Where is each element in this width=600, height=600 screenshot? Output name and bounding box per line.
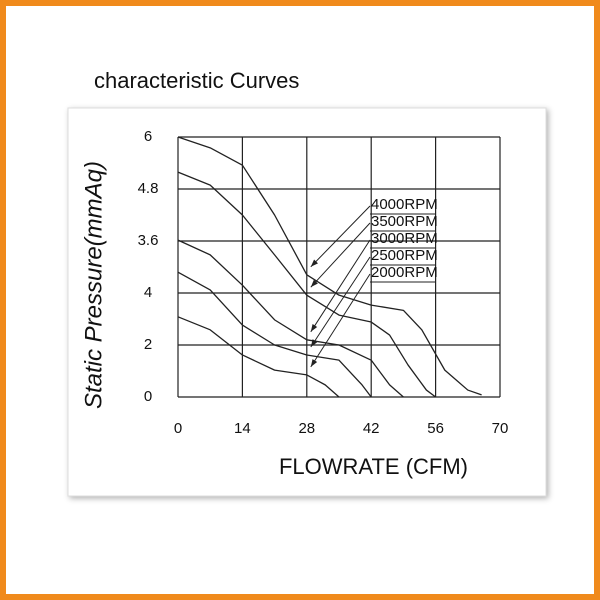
arrow: [310, 256, 371, 348]
arrow-head: [310, 359, 318, 367]
x-tick-label: 70: [492, 420, 509, 437]
x-tick-label: 14: [234, 420, 251, 437]
curve: [177, 136, 482, 396]
arrow-head: [310, 323, 318, 332]
legend-label: 2000RPM: [371, 264, 438, 281]
legend-label: 3000RPM: [371, 230, 438, 247]
x-axis-label: FLOWRATE (CFM): [279, 454, 468, 479]
curve: [177, 171, 436, 398]
y-tick-label: 6: [144, 128, 152, 145]
curve: [177, 271, 372, 398]
arrow-head: [310, 279, 318, 288]
x-tick-label: 0: [174, 420, 182, 437]
y-tick-label: 4: [144, 284, 152, 301]
x-tick-label: 28: [298, 420, 315, 437]
arrow: [310, 222, 371, 288]
legend-label: 3500RPM: [371, 213, 438, 230]
y-tick-label: 0: [144, 388, 152, 405]
arrow-head: [310, 259, 319, 267]
arrow: [310, 273, 371, 368]
arrow: [310, 239, 371, 333]
y-axis-label: Static Pressure(mmAq): [80, 161, 107, 409]
arrow-head: [310, 339, 318, 347]
legend-label: 4000RPM: [371, 196, 438, 213]
curve: [177, 239, 404, 398]
y-tick-label: 2: [144, 336, 152, 353]
arrow: [310, 205, 371, 268]
y-tick-label: 3.6: [138, 232, 159, 249]
y-tick-label: 4.8: [138, 180, 159, 197]
chart-title: characteristic Curves: [94, 68, 299, 93]
x-tick-label: 42: [363, 420, 380, 437]
curve: [177, 316, 340, 398]
legend-label: 2500RPM: [371, 247, 438, 264]
x-tick-label: 56: [427, 420, 444, 437]
